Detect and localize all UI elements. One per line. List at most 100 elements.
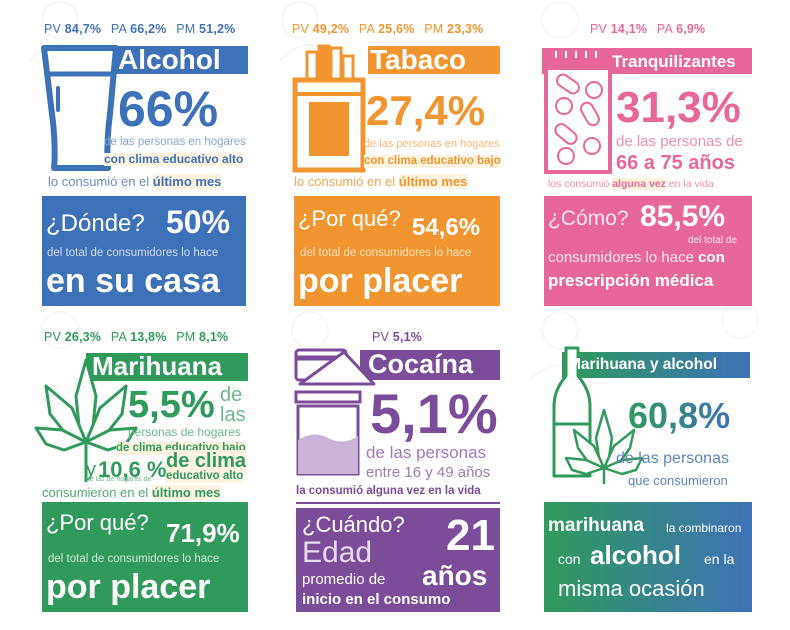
stat-pv: PV 26,3% [44,330,102,344]
combo-w3: con [558,551,581,567]
tranquilizantes-line3: los consumió alguna vez en la vida [548,178,714,190]
tranquilizantes-title: Tranquilizantes [612,52,736,71]
stat-pa: PA 6,9% [656,22,706,36]
tranquilizantes-how-box: ¿Cómo? 85,5% del total de consumidores l… [544,196,752,306]
where-sub: del total de consumidores lo hace [47,247,219,259]
pill-bottle-icon [544,48,612,174]
marihuana-educ-alto: educativo alto [166,470,244,483]
stat-pv: PV 84,7% [44,22,102,36]
tabaco-panel: PV 49,2% PA 25,6% PM 23,3% Tabaco 27,4% … [260,0,520,310]
alcohol-stats: PV 84,7% PA 66,2% PM 51,2% [44,22,242,36]
cocaina-percent: 5,1% [370,382,498,445]
tranquilizantes-panel: PV 14,1% PA 6,9% Tranquilizantes 31,3% d… [520,0,790,310]
why-percent: 54,6% [412,214,481,241]
cocaina-divider [296,502,500,504]
why-answer: por placer [46,568,211,606]
marihuana-line1: personas de hogares [128,425,241,439]
when-edad: Edad [302,536,373,569]
how-sub1: del total de [688,235,737,246]
when-inicio: inicio en el consumo [302,591,451,608]
why-question: ¿Por qué? [298,206,401,231]
cocaina-panel: PV 5,1% Cocaína 5,1% de las personas ent… [260,310,520,630]
alcohol-line3: lo consumió en el último mes [48,174,222,189]
marihuana-panel: PV 26,3% PA 13,8% PM 8,1% Marihuana 5,5%… [0,310,260,630]
how-answer: prescripción médica [548,271,714,290]
alcohol-percent: 66% [118,81,219,137]
why-sub: del total de consumidores lo hace [48,553,220,565]
cocaine-bag-icon [294,390,362,476]
tabaco-why-box: ¿Por qué? 54,6% del total de consumidore… [294,196,500,306]
combo-w2: la combinaron [666,521,742,535]
how-question: ¿Cómo? [548,207,629,230]
marihuana-percent: 5,5% [128,384,215,426]
bottle-and-leaf-icon [552,346,644,484]
when-promedio: promedio de [302,571,386,588]
stat-pa: PA 66,2% [110,22,167,36]
cocaina-line3: la consumió alguna vez en la vida [296,485,481,497]
stat-pv: PV 49,2% [292,22,350,36]
combo-w4: alcohol [590,540,682,570]
marihuana-line3: consumieron en el último mes [42,485,221,500]
combo-line2: que consumieron [628,473,728,488]
marihuana-y: y [86,459,96,481]
tabaco-title: Tabaco [370,44,466,75]
combo-w6: misma ocasión [558,576,705,601]
tabaco-title-bar [368,46,500,74]
combo-w5: en la [704,551,735,567]
combo-w1: marihuana [548,515,645,536]
where-percent: 50% [166,204,231,240]
cocaina-title: Cocaína [368,349,474,379]
tabaco-line1: de las personas en hogares [364,138,500,150]
combo-box: marihuana la combinaron con alcohol en l… [544,502,752,612]
cocaina-line2: entre 16 y 49 años [366,464,491,481]
combo-title: Marihuana y alcohol [568,356,718,373]
why-answer: por placer [298,262,463,300]
when-anos: años [422,560,488,591]
when-question: ¿Cuándo? [302,512,405,537]
tranquilizantes-line1: de las personas de [616,133,743,150]
beer-glass-icon [41,45,119,171]
marihuana-why-box: ¿Por qué? 71,9% del total de consumidore… [42,502,248,612]
tranquilizantes-line2: 66 a 75 años [616,152,735,174]
cocaina-title-bar [360,350,500,380]
alcohol-title: Alcohol [118,44,221,75]
card-powder-icon [294,348,376,386]
combo-title-bar [562,352,750,378]
why-percent: 71,9% [166,518,240,548]
cocaina-when-box: ¿Cuándo? Edad promedio de inicio en el c… [296,508,500,612]
cocaina-stats: PV 5,1% [372,330,428,344]
why-question: ¿Por qué? [46,510,149,535]
cigarette-pack-icon [292,44,366,173]
combo-line1: de las personas [616,450,729,467]
tabaco-percent: 27,4% [366,87,486,134]
how-percent: 85,5% [640,200,726,233]
where-answer: en su casa [46,262,220,300]
tranquilizantes-stats: PV 14,1% PA 6,9% [590,22,711,36]
alcohol-where-box: ¿Dónde? 50% del total de consumidores lo… [42,196,246,306]
stat-pa: PA 13,8% [110,330,167,344]
combo-panel: Marihuana y alcohol 60,8% de las persona… [520,310,790,630]
stat-pm: PM 51,2% [176,22,236,36]
marihuana-title-bar [86,353,248,381]
where-question: ¿Dónde? [46,210,145,237]
marihuana-percent2: 10,6 % [98,457,167,482]
cocaina-line1: de las personas [366,443,487,462]
alcohol-line2: con clima educativo alto [104,152,244,167]
tabaco-stats: PV 49,2% PA 25,6% PM 23,3% [292,22,490,36]
marihuana-de: de [220,384,243,406]
how-sub2: consumidores lo hace con [548,249,725,266]
alcohol-panel: PV 84,7% PA 66,2% PM 51,2% Alcohol 66% d… [0,0,260,310]
stat-pv: PV 14,1% [590,22,648,36]
stat-pm: PM 8,1% [176,330,229,344]
marihuana-las: las [220,404,246,426]
when-age: 21 [446,511,495,560]
marihuana-small: de las de hogares de [86,476,152,483]
marihuana-stats: PV 26,3% PA 13,8% PM 8,1% [44,330,234,344]
tranquilizantes-percent: 31,3% [616,83,741,132]
combo-percent: 60,8% [628,395,731,436]
tabaco-line3: lo consumió en el último mes [294,174,468,189]
marihuana-de-clima: de clima [166,450,247,472]
stat-pm: PM 23,3% [424,22,484,36]
tabaco-line2: con clima educativo bajo [364,155,501,168]
stat-pv: PV 5,1% [372,330,423,344]
